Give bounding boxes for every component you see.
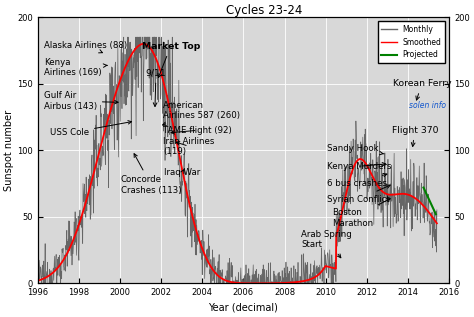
Text: Concorde
Crashes (113): Concorde Crashes (113) xyxy=(121,154,182,195)
Text: 9/11: 9/11 xyxy=(146,68,166,107)
Text: Boston
Marathon: Boston Marathon xyxy=(332,199,390,228)
Text: solen info: solen info xyxy=(410,101,447,110)
Text: Iran Airlines
(119): Iran Airlines (119) xyxy=(163,137,215,156)
Text: USS Cole: USS Cole xyxy=(50,120,131,138)
Legend: Monthly, Smoothed, Projected: Monthly, Smoothed, Projected xyxy=(377,21,446,63)
Text: Sandy Hook: Sandy Hook xyxy=(327,145,384,155)
Text: TAME flight (92): TAME flight (92) xyxy=(163,126,232,135)
Text: Kenya Murders: Kenya Murders xyxy=(327,162,391,171)
Title: Cycles 23-24: Cycles 23-24 xyxy=(226,4,302,17)
Text: American
Airlines 587 (260): American Airlines 587 (260) xyxy=(163,101,240,126)
Text: Syrian Conflict: Syrian Conflict xyxy=(327,185,390,204)
Text: Kenya
Airlines (169): Kenya Airlines (169) xyxy=(44,58,107,77)
Y-axis label: Sunspot number: Sunspot number xyxy=(4,110,14,191)
Text: Arab Spring
Start: Arab Spring Start xyxy=(301,230,352,258)
Text: Flight 370: Flight 370 xyxy=(392,126,438,146)
Text: Alaska Airlines (88): Alaska Airlines (88) xyxy=(44,41,127,53)
Text: Market Top: Market Top xyxy=(142,42,200,77)
Text: 6 bus crashes: 6 bus crashes xyxy=(327,173,387,188)
Text: Iraq War: Iraq War xyxy=(164,168,201,178)
X-axis label: Year (decimal): Year (decimal) xyxy=(209,303,278,313)
Text: Korean Ferry: Korean Ferry xyxy=(392,79,451,100)
Text: Gulf Air
Airbus (143): Gulf Air Airbus (143) xyxy=(44,91,118,111)
